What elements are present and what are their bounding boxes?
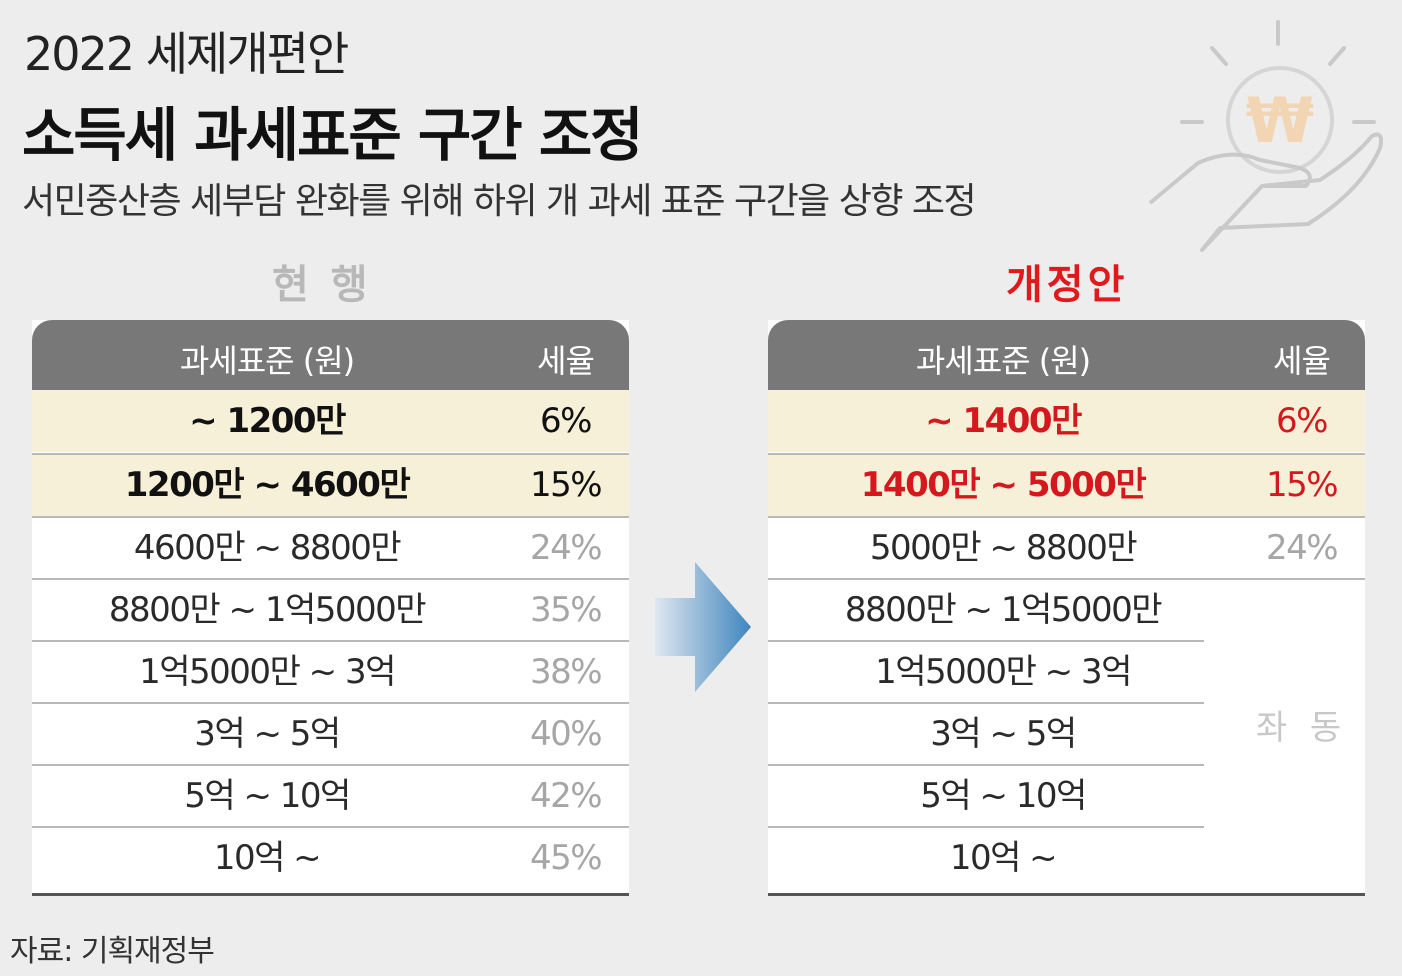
row-divider: [768, 516, 1365, 518]
table-row: 3억 ~ 5억 40%: [32, 703, 629, 765]
tax-rate-cell: 35%: [529, 590, 603, 630]
revised-table: 과세표준 (원) 세율 ~ 1400만 6% 1400만 ~ 5000만 15%…: [768, 320, 1365, 896]
table-row: 1억5000만 ~ 3억: [768, 641, 1365, 703]
table-row: 1200만 ~ 4600만 15%: [32, 454, 629, 516]
header-tax-rate: 세율: [1273, 342, 1331, 380]
row-divider: [32, 516, 629, 518]
tax-base-cell: 10억 ~: [949, 838, 1058, 878]
table-row: 3억 ~ 5억: [768, 703, 1365, 765]
main-title: 소득세 과세표준 구간 조정: [22, 101, 644, 169]
header-tax-rate: 세율: [537, 342, 595, 380]
tax-base-cell: 3억 ~ 5억: [930, 714, 1077, 754]
table-row: 5000만 ~ 8800만 24%: [768, 517, 1365, 579]
row-divider: [32, 764, 629, 766]
table-row: 1억5000만 ~ 3억 38%: [32, 641, 629, 703]
tax-base-cell: 1400만 ~ 5000만: [860, 465, 1147, 505]
tax-rate-cell: 40%: [529, 714, 603, 754]
current-label: 현 행: [272, 262, 372, 308]
table-row: 4600만 ~ 8800만 24%: [32, 517, 629, 579]
table-row: 10억 ~ 45%: [32, 827, 629, 889]
hand-holding-won-coin-icon: ₩: [1148, 20, 1383, 252]
tax-rate-cell: 38%: [529, 652, 603, 692]
year-title: 2022 세제개편안: [24, 27, 349, 81]
tax-base-cell: 4600만 ~ 8800만: [133, 528, 402, 568]
row-divider: [32, 578, 629, 580]
table-row: 5억 ~ 10억: [768, 765, 1365, 827]
table-row: ~ 1400만 6%: [768, 390, 1365, 452]
table-row: 10억 ~: [768, 827, 1365, 889]
tax-rate-cell: 45%: [529, 838, 603, 878]
header-tax-base: 과세표준 (원): [179, 342, 355, 380]
table-row: 8800만 ~ 1억5000만 35%: [32, 579, 629, 641]
row-divider: [32, 453, 629, 455]
table-row: 8800만 ~ 1억5000만: [768, 579, 1365, 641]
tax-rate-cell: 42%: [529, 776, 603, 816]
tax-base-cell: 8800만 ~ 1억5000만: [844, 590, 1163, 630]
tax-rate-cell: 15%: [1265, 465, 1339, 505]
tax-rate-cell: 24%: [529, 528, 603, 568]
table-header: 과세표준 (원) 세율: [768, 320, 1365, 390]
row-divider: [768, 764, 1204, 766]
table-row: 1400만 ~ 5000만 15%: [768, 454, 1365, 516]
tax-rate-cell: 24%: [1265, 528, 1339, 568]
same-as-left-label: 좌 동: [1255, 708, 1348, 748]
row-divider: [768, 453, 1365, 455]
row-divider: [32, 826, 629, 828]
tax-base-cell: 1억5000만 ~ 3억: [875, 652, 1132, 692]
tax-base-cell: 3억 ~ 5억: [194, 714, 341, 754]
row-divider: [32, 640, 629, 642]
table-row: ~ 1200만 6%: [32, 390, 629, 452]
tax-base-cell: 5000만 ~ 8800만: [869, 528, 1138, 568]
current-table: 과세표준 (원) 세율 ~ 1200만 6% 1200만 ~ 4600만 15%…: [32, 320, 629, 896]
svg-text:₩: ₩: [1246, 84, 1314, 157]
tax-base-cell: 1억5000만 ~ 3억: [139, 652, 396, 692]
source-note: 자료: 기획재정부: [10, 934, 215, 969]
row-divider: [768, 640, 1204, 642]
tax-base-cell: 10억 ~: [213, 838, 322, 878]
table-row: 5억 ~ 10억 42%: [32, 765, 629, 827]
subtitle: 서민중산층 세부담 완화를 위해 하위 개 과세 표준 구간을 상향 조정: [22, 181, 977, 222]
table-header: 과세표준 (원) 세율: [32, 320, 629, 390]
revised-label: 개정안: [1006, 262, 1129, 308]
header-tax-base: 과세표준 (원): [915, 342, 1091, 380]
tax-rate-cell: 15%: [529, 465, 603, 505]
row-divider: [768, 702, 1204, 704]
tax-rate-cell: 6%: [1276, 401, 1328, 441]
tax-base-cell: 5억 ~ 10억: [184, 776, 351, 816]
row-divider: [768, 578, 1365, 580]
tax-rate-cell: 6%: [540, 401, 592, 441]
arrow-right-icon: [655, 562, 751, 692]
tax-base-cell: 5억 ~ 10억: [920, 776, 1087, 816]
tax-base-cell: ~ 1200만: [189, 401, 346, 441]
tax-base-cell: 1200만 ~ 4600만: [124, 465, 411, 505]
row-divider: [768, 826, 1204, 828]
tax-base-cell: ~ 1400만: [925, 401, 1082, 441]
tax-base-cell: 8800만 ~ 1억5000만: [108, 590, 427, 630]
row-divider: [32, 702, 629, 704]
